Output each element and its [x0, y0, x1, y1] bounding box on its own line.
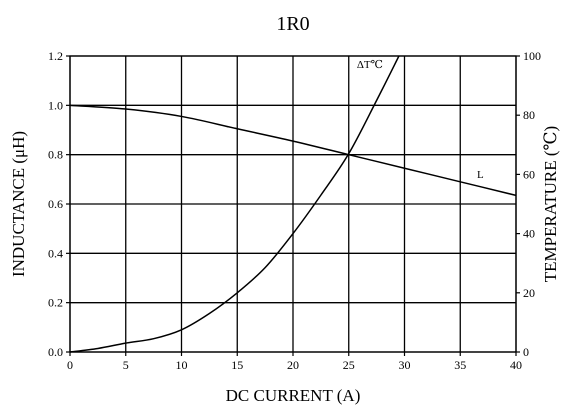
- ticks: [66, 55, 520, 356]
- y-left-tick-label-6: 1.2: [48, 49, 63, 63]
- y-left-tick-label-4: 0.8: [48, 148, 63, 162]
- chart-title: 1R0: [276, 13, 309, 35]
- series-line-1: [69, 55, 400, 353]
- x-tick-label-3: 15: [231, 358, 243, 372]
- grid: [69, 55, 517, 353]
- y-left-tick-label-0: 0.0: [48, 345, 63, 359]
- x-tick-label-6: 30: [399, 358, 411, 372]
- x-tick-label-4: 20: [287, 358, 299, 372]
- x-tick-label-2: 10: [176, 358, 188, 372]
- y-axis-label-right: TEMPERATURE (℃): [541, 126, 560, 282]
- series-line-0: [69, 104, 517, 197]
- y-right-tick-label-3: 60: [523, 167, 535, 181]
- tick-labels: 0 5 10 15 20 25 30 35 40 0.0 0.2 0.4 0.6 0.8 1.0 1.2 0 20…: [48, 49, 541, 372]
- x-axis-label: DC CURRENT (A): [226, 386, 361, 405]
- x-tick-label-1: 5: [123, 358, 129, 372]
- x-tick-label-0: 0: [67, 358, 73, 372]
- y-axis-label-left: INDUCTANCE (μH): [9, 131, 28, 277]
- series-label-1: ΔT℃: [357, 59, 383, 71]
- series-label-0: L: [477, 169, 484, 181]
- y-right-tick-label-0: 0: [523, 345, 529, 359]
- y-left-tick-label-2: 0.4: [48, 246, 63, 260]
- x-tick-label-7: 35: [454, 358, 466, 372]
- y-left-tick-label-5: 1.0: [48, 98, 63, 112]
- y-left-tick-label-3: 0.6: [48, 197, 63, 211]
- y-right-tick-label-4: 80: [523, 108, 535, 122]
- y-right-tick-label-1: 20: [523, 286, 535, 300]
- y-right-tick-label-2: 40: [523, 227, 535, 241]
- x-tick-label-8: 40: [510, 358, 522, 372]
- y-right-tick-label-5: 100: [523, 49, 541, 63]
- y-left-tick-label-1: 0.2: [48, 296, 63, 310]
- x-tick-label-5: 25: [343, 358, 355, 372]
- series: L ΔT℃: [69, 55, 517, 353]
